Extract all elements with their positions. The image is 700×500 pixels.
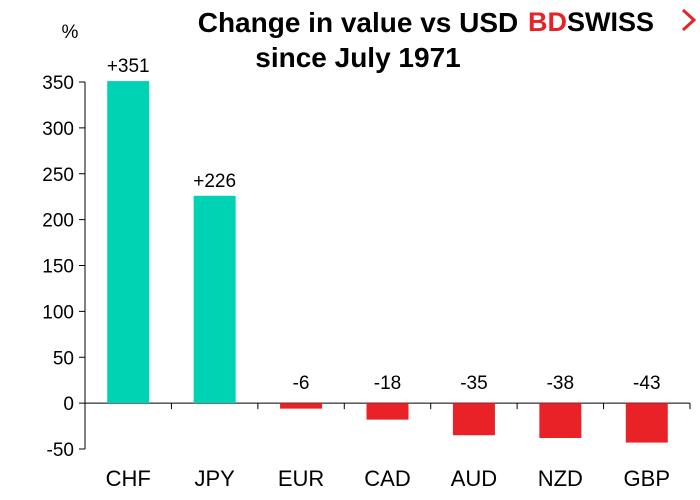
category-label-chf: CHF xyxy=(106,466,151,491)
y-tick-label: 350 xyxy=(42,73,74,94)
chart-title-line-2: since July 1971 xyxy=(255,42,460,73)
y-tick-label: 150 xyxy=(42,257,74,278)
data-label-chf: +351 xyxy=(107,56,150,77)
category-label-aud: AUD xyxy=(451,466,497,491)
data-label-nzd: -38 xyxy=(547,373,574,394)
logo-chevron-icon xyxy=(681,8,697,32)
y-tick-label: -50 xyxy=(47,440,74,461)
bar-chf xyxy=(107,81,150,404)
logo-part-bd: BD xyxy=(528,7,567,37)
logo-part-swiss: SWISS xyxy=(567,7,654,37)
y-tick-label: 200 xyxy=(42,211,74,232)
data-label-jpy: +226 xyxy=(193,171,236,192)
y-tick-label: 50 xyxy=(53,348,74,369)
category-label-eur: EUR xyxy=(278,466,324,491)
axes: -50 0 50 100 150 200 250 300 350 xyxy=(42,73,691,461)
bar-cad xyxy=(366,403,409,420)
bar-jpy xyxy=(193,195,236,404)
bar-aud xyxy=(452,403,495,436)
labels-group: +351 CHF +226 JPY -6 EUR -18 CAD -35 AUD -38 NZD -43… xyxy=(106,56,670,491)
y-tick-label: 300 xyxy=(42,119,74,140)
data-label-eur: -6 xyxy=(293,373,310,394)
data-label-cad: -18 xyxy=(374,373,401,394)
category-label-gbp: GBP xyxy=(624,466,670,491)
bar-gbp xyxy=(625,403,668,443)
brand-logo: BDSWISS xyxy=(528,7,654,37)
bar-nzd xyxy=(539,403,582,438)
chart-title-line-1: Change in value vs USD xyxy=(198,7,519,38)
category-label-nzd: NZD xyxy=(538,466,583,491)
y-tick-label: 0 xyxy=(63,394,74,415)
y-unit-label: % xyxy=(62,22,79,43)
category-label-cad: CAD xyxy=(364,466,410,491)
bars-group xyxy=(107,81,668,443)
category-label-jpy: JPY xyxy=(194,466,235,491)
data-label-gbp: -43 xyxy=(633,373,660,394)
data-label-aud: -35 xyxy=(460,373,487,394)
bar-eur xyxy=(280,403,323,409)
y-tick-label: 100 xyxy=(42,302,74,323)
y-tick-label: 250 xyxy=(42,165,74,186)
